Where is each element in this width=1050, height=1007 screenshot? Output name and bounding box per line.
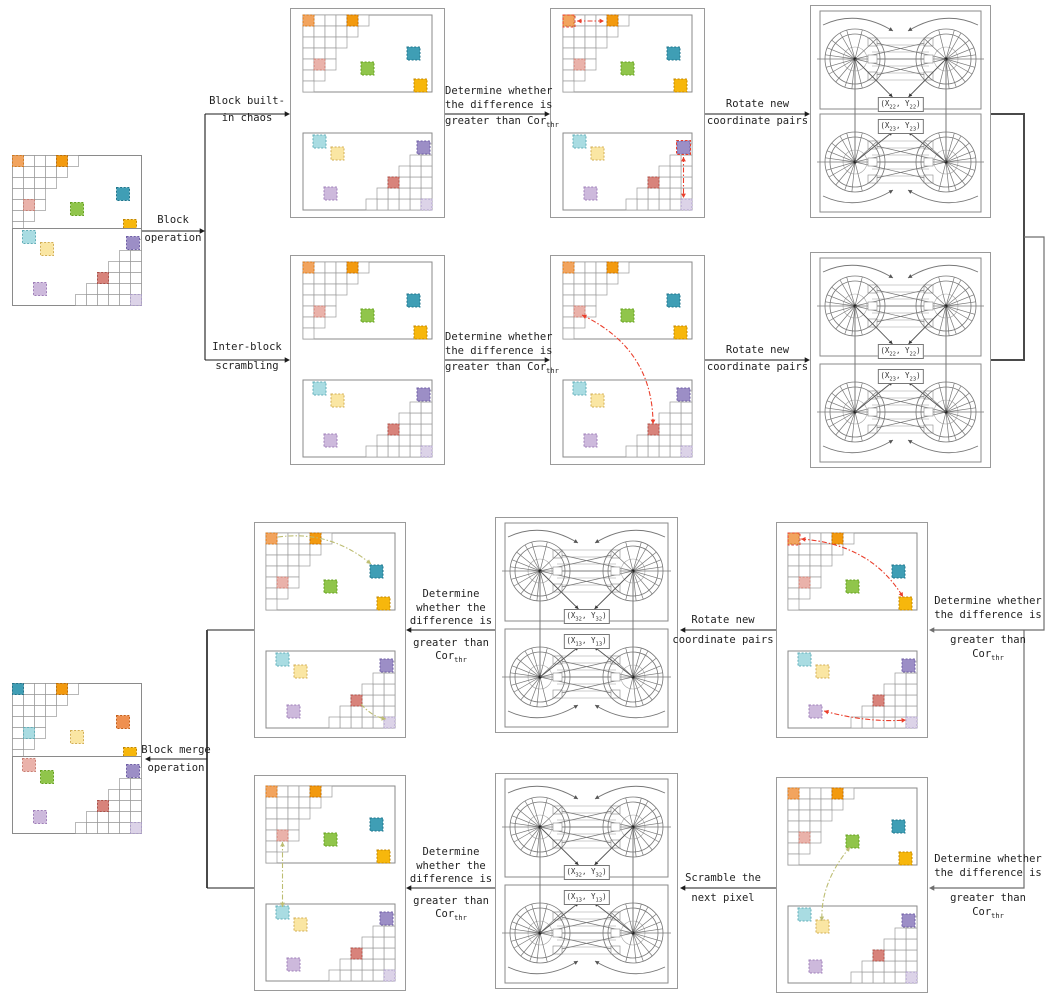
label-rotate-row3: Rotate new coordinate pairs [672,614,774,646]
coord-label: (X23, Y23) [877,369,924,384]
block-graphic [12,683,142,834]
panel-result-row3 [254,522,406,738]
panel-graphic [254,775,406,991]
label-rotate-row2: Rotate new coordinate pairs [706,344,809,373]
label-rotate-row1: Rotate new coordinate pairs [706,98,809,127]
panel-split-scramble [290,255,445,465]
panel-rotate-marks-scramble [550,255,705,465]
coord-label: (X32, Y32) [563,865,610,880]
coord-label: (X32, Y32) [563,609,610,624]
label-determine-row2: Determine whether the difference is grea… [445,331,559,376]
coord-label: (X22, Y22) [877,344,924,359]
block-graphic [12,155,142,306]
panel-graphic [776,777,928,993]
coord-label: (X13, Y13) [563,890,610,905]
label-determine-row4-right: Determine whether the difference is grea… [934,853,1042,920]
panel-graphic [550,8,705,218]
wheel-graphic [810,5,991,218]
merged-image-block [12,683,142,834]
rotation-wheel-diagram-2: (X22, Y22) (X23, Y23) [810,252,991,468]
wheel-graphic [495,773,678,989]
label-block-merge: Block merge operation [141,744,211,774]
panel-graphic [550,255,705,465]
panel-marked-row4 [776,777,928,993]
panel-result-row4 [254,775,406,991]
panel-graphic [290,8,445,218]
wheel-graphic [495,517,678,733]
source-image-block [12,155,142,306]
label-scramble-next: Scramble the next pixel [685,872,761,904]
label-determine-row3-right: Determine whether the difference is grea… [934,595,1042,662]
panel-graphic [776,522,928,738]
panel-marked-row3 [776,522,928,738]
panel-split-chaos [290,8,445,218]
panel-rotate-marks-chaos [550,8,705,218]
label-block-operation: Block operation [144,214,202,244]
coord-label: (X22, Y22) [877,97,924,112]
coord-label: (X23, Y23) [877,119,924,134]
rotation-wheel-diagram-1: (X22, Y22) (X23, Y23) [810,5,991,218]
label-block-builtin-chaos: Block built- in chaos [209,95,285,124]
rotation-wheel-diagram-4: (X32, Y32) (X13, Y13) [495,773,678,989]
label-determine-row3-mid: Determine whether the difference is grea… [409,588,493,665]
coord-label: (X13, Y13) [563,634,610,649]
panel-graphic [290,255,445,465]
label-inter-block-scrambling: Inter-block scrambling [212,341,282,372]
rotation-wheel-diagram-3: (X32, Y32) (X13, Y13) [495,517,678,733]
panel-graphic [254,522,406,738]
label-determine-row4-mid: Determine whether the difference is grea… [409,846,493,923]
label-determine-row1: Determine whether the difference is grea… [445,85,559,130]
